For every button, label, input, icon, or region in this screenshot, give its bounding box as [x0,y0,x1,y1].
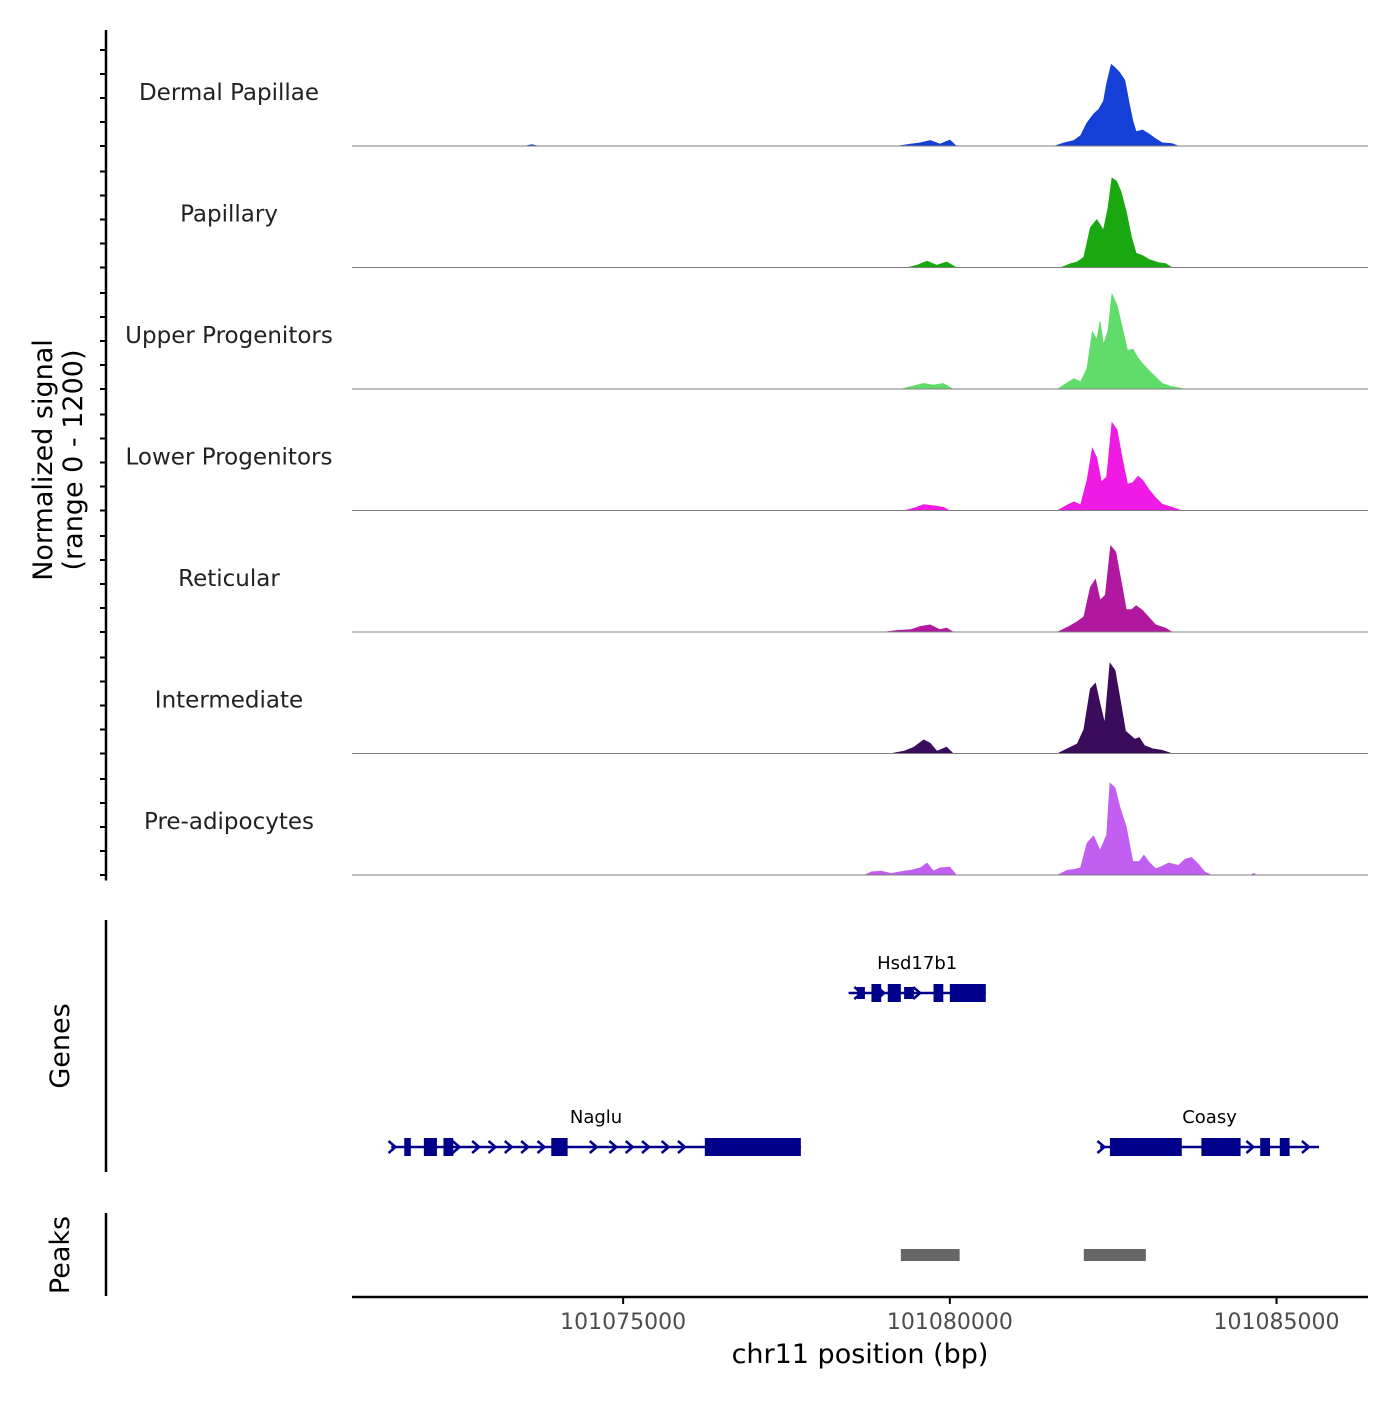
signal-area-5 [352,662,1368,754]
x-tick-label-2: 101085000 [1214,1310,1340,1335]
peaks-axis-label: Peaks [45,1216,76,1294]
peak-block-0 [900,1249,960,1261]
gene-exon-1-3 [551,1138,568,1156]
signal-area-4 [352,544,1368,633]
track-label-0: Dermal Papillae [139,80,319,106]
gene-exon-0-2 [887,984,901,1002]
gene-exon-1-4 [704,1138,801,1156]
gene-label-1: Naglu [570,1107,622,1128]
gene-arrow-1-1 [451,1140,462,1154]
gene-arrow-1-3 [487,1140,498,1154]
track-label-1: Papillary [180,202,278,228]
gene-exon-2-3 [1279,1138,1290,1156]
gene-exon-2-0 [1109,1138,1182,1156]
gene-arrow-1-7 [588,1140,599,1154]
gene-arrow-1-4 [503,1140,514,1154]
track-label-5: Intermediate [155,688,303,714]
signal-area-2 [352,292,1368,390]
gene-label-0: Hsd17b1 [877,953,957,974]
x-axis-title: chr11 position (bp) [732,1339,989,1370]
gene-exon-0-5 [949,984,986,1002]
gene-exon-1-1 [423,1138,437,1156]
gene-arrow-1-0 [387,1140,398,1154]
gene-exon-1-0 [404,1138,411,1156]
gene-arrow-1-5 [520,1140,531,1154]
gene-exon-2-1 [1201,1138,1241,1156]
gene-exon-0-1 [871,984,882,1002]
signal-area-1 [352,177,1368,268]
gene-arrow-2-3 [1301,1140,1311,1154]
gene-arrow-2-2 [1245,1140,1256,1154]
gene-arrow-0-2 [912,986,923,1000]
y-axis-label-line2: (range 0 - 1200) [58,350,89,571]
track-label-2: Upper Progenitors [125,323,333,349]
y-axis-label-line1: Normalized signal [28,339,59,581]
signal-area-3 [352,421,1368,511]
chart-marks: Dermal Papillae Papillary Upper Progenitor… [100,30,1368,1335]
gene-arrow-2-0 [1096,1140,1107,1154]
gene-exon-2-2 [1260,1138,1270,1156]
genes-axis-label: Genes [45,1003,76,1088]
track-label-3: Lower Progenitors [126,445,333,471]
gene-arrow-1-8 [608,1140,619,1154]
peak-block-1 [1083,1249,1146,1261]
x-tick-label-0: 101075000 [560,1310,686,1335]
gene-exon-0-3 [904,987,914,999]
gene-exon-0-0 [857,987,865,999]
x-tick-label-1: 101080000 [887,1310,1013,1335]
track-label-4: Reticular [178,566,280,592]
gene-arrow-1-10 [641,1140,651,1154]
signal-area-0 [352,63,1368,147]
gene-arrow-1-6 [536,1140,547,1154]
track-label-6: Pre-adipocytes [144,809,314,835]
gene-arrow-1-12 [677,1140,687,1154]
gene-label-2: Coasy [1182,1107,1237,1128]
gene-arrow-1-11 [660,1140,671,1154]
signal-area-6 [352,782,1368,876]
gene-arrow-1-2 [471,1140,482,1154]
gene-exon-0-4 [933,984,944,1002]
gene-arrow-1-9 [624,1140,635,1154]
gene-exon-1-2 [443,1138,454,1156]
